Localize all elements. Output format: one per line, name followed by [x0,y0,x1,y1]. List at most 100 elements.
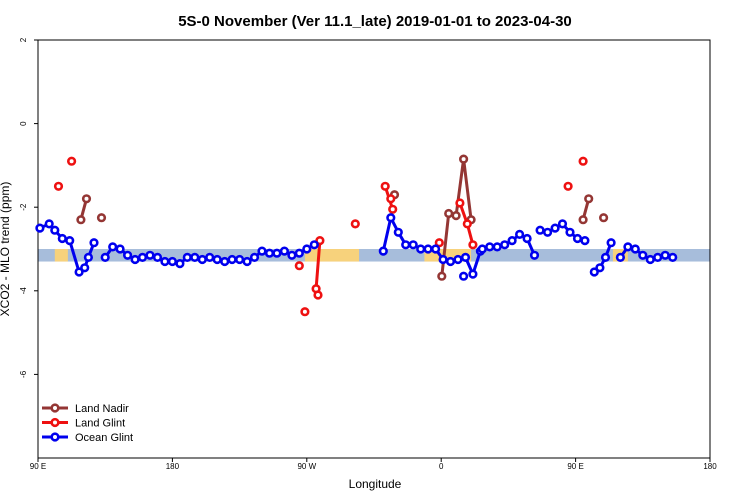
land-segment-0 [54,249,68,262]
ocean-glint-point-2-12 [468,269,478,279]
ocean-glint-point-0-2 [50,225,60,235]
ocean-glint-point-7-1 [623,242,633,252]
land-glint-point-6-1 [388,204,398,214]
ocean-glint-point-1-12 [190,252,200,262]
land-nadir-point-5-0 [598,213,609,223]
ocean-glint-point-6-2 [600,252,611,262]
ocean-glint-point-1-4 [130,254,140,265]
series-ocean-glint [35,213,678,281]
ocean-glint-point-3-0 [459,271,469,281]
axis-ticks: 90 E 180 90 W 0 90 E 180 2 0 -2 -4 -6 [19,37,717,471]
land-glint-point-7-0 [386,194,396,204]
series-layer [35,154,678,317]
ocean-glint-point-1-3 [122,250,133,260]
ocean-glint-point-5-5 [572,233,583,244]
ocean-glint-point-1-19 [242,256,252,267]
ocean-glint-point-0-3 [57,233,67,244]
land-glint-point-10-0 [563,181,573,191]
ocean-glint-point-1-27 [302,244,312,254]
ocean-glint-point-7-4 [645,254,655,265]
y-tick-label-0: 2 [19,37,28,42]
land-segment-1 [304,249,360,262]
ocean-glint-point-1-10 [175,259,185,269]
ocean-glint-point-7-0 [615,252,626,262]
land-glint-point-9-0 [455,198,465,208]
land-nadir-point-4-0 [578,215,588,225]
ocean-glint-point-1-2 [115,244,125,254]
land-nadir-point-4-1 [584,194,594,204]
legend-label-land-nadir: Land Nadir [75,403,129,415]
x-tick-label-2: 90 W [297,462,316,471]
ocean-glint-point-4-2 [492,242,502,252]
ocean-glint-point-4-5 [514,229,525,239]
ocean-glint-point-1-8 [160,256,170,267]
land-glint-point-11-0 [578,156,588,166]
land-glint-point-3-0 [300,307,310,317]
ocean-glint-point-1-20 [249,252,260,262]
x-tick-label-3: 0 [439,462,444,471]
x-tick-label-4: 90 E [567,462,583,471]
ocean-glint-point-1-18 [235,254,245,265]
land-glint-point-9-1 [462,219,472,229]
ocean-glint-point-2-6 [423,244,433,254]
ocean-glint-point-0-5 [74,267,84,277]
ocean-glint-point-7-5 [653,252,663,262]
land-nadir-point-0-1 [81,194,92,204]
ocean-glint-point-2-7 [431,244,441,254]
x-tick-label-0: 90 E [30,462,46,471]
land-glint-point-4-0 [315,236,325,246]
ocean-glint-point-4-1 [485,242,495,252]
land-nadir-point-2-2 [451,211,461,221]
ocean-glint-point-5-2 [550,223,560,233]
series-land-nadir [76,154,609,281]
legend: Land Nadir Land Glint Ocean Glint [42,403,133,444]
land-glint-point-5-0 [350,219,360,229]
ocean-glint-point-1-24 [279,246,290,256]
ocean-glint-point-7-6 [660,250,670,260]
ocean-glint-point-1-9 [167,256,177,267]
ocean-glint-point-1-17 [227,254,237,265]
land-glint-point-1-0 [66,156,77,166]
ocean-glint-point-4-4 [507,236,517,246]
land-nadir-point-2-0 [437,271,447,281]
land-glint-point-2-0 [294,261,304,271]
series-land-glint [53,156,588,317]
ocean-glint-point-1-25 [287,250,297,260]
ocean-glint-point-1-1 [108,242,118,252]
ocean-glint-point-2-8 [438,254,448,265]
x-tick-label-1: 180 [166,462,180,471]
x-axis-label: Longitude [349,477,402,491]
ocean-glint-point-4-0 [477,244,487,254]
y-tick-label-3: -4 [19,287,28,295]
ocean-glint-point-1-14 [205,252,215,262]
land-glint-point-0-0 [53,181,64,191]
ocean-glint-point-4-3 [500,240,510,250]
chart-title: 5S-0 November (Ver 11.1_late) 2019-01-01… [178,13,572,30]
land-nadir-point-0-0 [76,215,86,225]
ocean-glint-point-1-15 [212,254,222,265]
y-tick-label-4: -6 [19,370,28,378]
ocean-glint-point-1-11 [182,252,192,262]
ocean-glint-point-5-4 [565,227,575,237]
ocean-glint-point-6-3 [606,238,616,248]
ocean-glint-point-7-3 [638,250,648,260]
ocean-glint-point-7-2 [630,244,640,254]
ocean-glint-point-1-13 [197,254,207,265]
ocean-glint-point-1-16 [220,256,230,267]
ocean-glint-point-7-7 [668,252,678,262]
ocean-glint-point-1-21 [257,246,267,256]
y-axis-label: XCO2 - MLO trend (ppm) [0,182,12,317]
ocean-glint-point-2-11 [460,252,471,262]
ocean-glint-point-5-0 [535,225,545,235]
ocean-glint-point-1-26 [294,248,304,258]
ocean-glint-point-1-28 [309,240,319,250]
ocean-glint-point-2-4 [408,240,418,250]
ocean-glint-point-5-6 [580,236,590,246]
legend-label-land-glint: Land Glint [75,418,125,430]
ocean-glint-point-1-6 [145,250,155,260]
ocean-glint-point-2-2 [393,227,403,237]
land-glint-point-6-0 [380,181,390,191]
ocean-glint-point-2-3 [401,240,411,250]
plot-frame [37,39,711,459]
